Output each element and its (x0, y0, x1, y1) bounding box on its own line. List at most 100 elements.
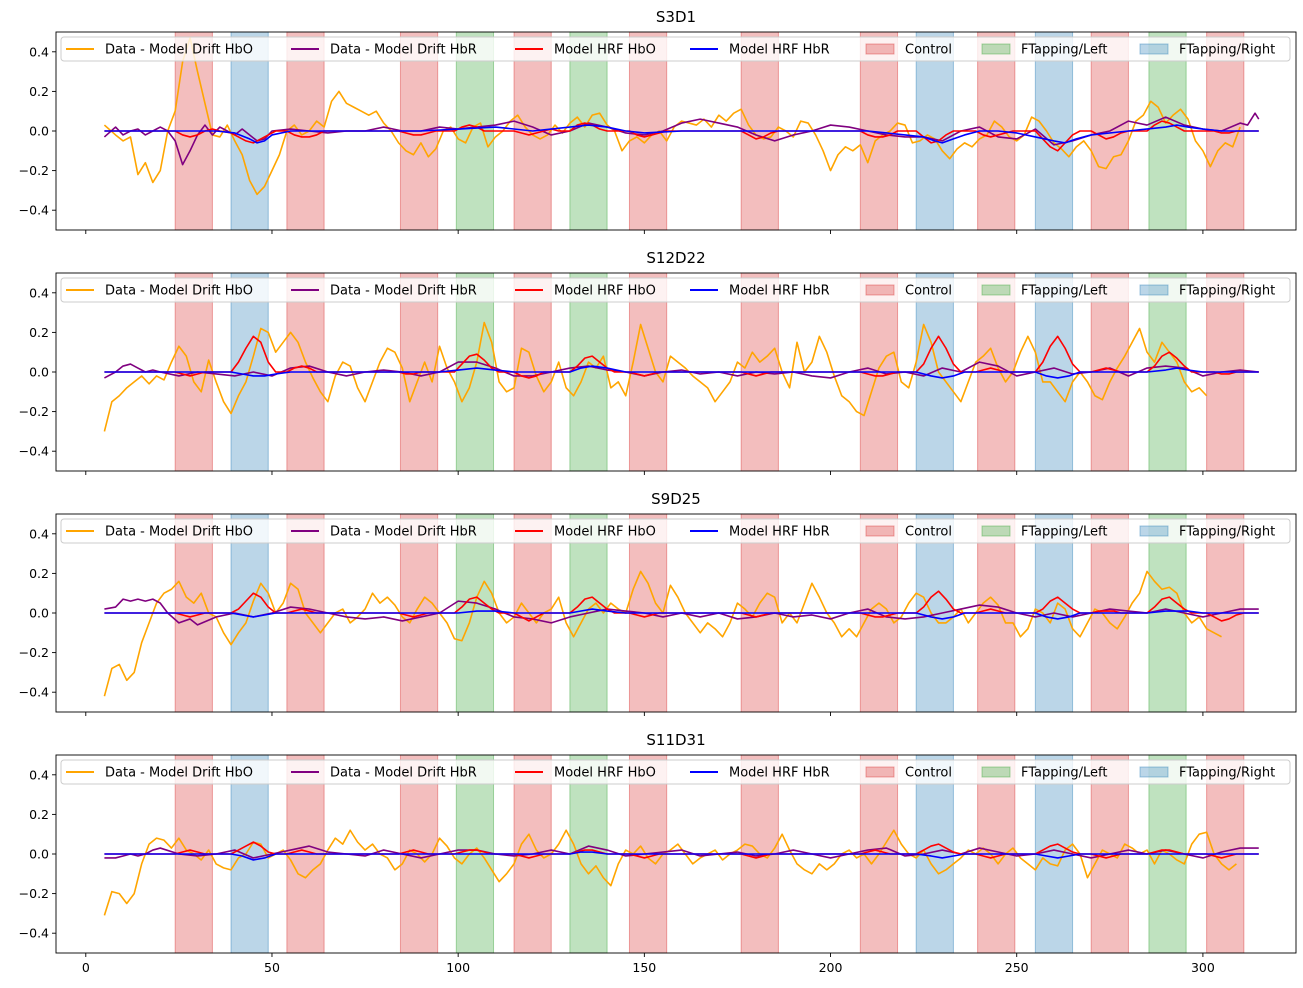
legend-patch-handle (981, 525, 1011, 537)
series-line-data-model-drift-hbr (103, 112, 1260, 166)
legend-label: Data - Model Drift HbR (330, 525, 477, 540)
legend-label: FTapping/Left (1021, 284, 1107, 299)
legend-label: FTapping/Left (1021, 43, 1107, 58)
event-spans (174, 754, 1245, 954)
legend-box (60, 277, 1291, 303)
event-span-ftapping-left-6 (569, 754, 608, 954)
legend-label: FTapping/Right (1179, 525, 1275, 540)
series-line-data-model-drift-hbr (104, 598, 1259, 626)
legend-label: Data - Model Drift HbR (330, 766, 477, 781)
y-tick-label: 0.4 (29, 767, 49, 782)
legend-label: FTapping/Right (1179, 43, 1275, 58)
legend-label: Data - Model Drift HbO (105, 525, 253, 540)
subplot-title: S12D22 (646, 249, 705, 267)
legend-label: FTapping/Left (1021, 525, 1107, 540)
legend-patch-handle (865, 766, 895, 778)
x-tick-label: 0 (82, 960, 90, 975)
legend-label: Data - Model Drift HbR (330, 43, 477, 58)
y-tick-label: −0.2 (19, 163, 49, 178)
legend: Data - Model Drift HbO Data - Model Drift… (60, 759, 1291, 785)
event-span-ftapping-left-6 (569, 272, 608, 472)
legend-label: FTapping/Right (1179, 284, 1275, 299)
legend-label: Data - Model Drift HbO (105, 284, 253, 299)
y-tick-label: 0.0 (29, 124, 49, 139)
event-span-ftapping-left-4 (455, 272, 495, 472)
y-tick-label: 0.4 (29, 44, 49, 59)
event-span-ftapping-left-6 (569, 31, 608, 231)
legend-label: FTapping/Right (1179, 766, 1275, 781)
legend-patch-handle (865, 284, 895, 296)
series-line-model-hrf-hbr (104, 124, 1259, 144)
x-tick-label: 100 (446, 960, 470, 975)
series-line-model-hrf-hbr (104, 608, 1259, 620)
legend-patch-handle (981, 43, 1011, 55)
event-span-ftapping-right-12 (1034, 31, 1074, 231)
y-tick-label: 0.4 (29, 526, 49, 541)
legend: Data - Model Drift HbO Data - Model Drift… (60, 277, 1291, 303)
legend-label: Data - Model Drift HbO (105, 43, 253, 58)
legend-patch-handle (1139, 766, 1169, 778)
legend-box (60, 759, 1291, 785)
series-lines (103, 37, 1260, 196)
legend-label: Control (905, 43, 952, 58)
y-tick-label: 0.0 (29, 365, 49, 380)
event-span-ftapping-right-1 (230, 754, 269, 954)
y-tick-label: −0.4 (19, 203, 49, 218)
series-line-data-model-drift-hbo (103, 829, 1237, 916)
subplot-S3D1: S3D1 −0.4 −0.2 0.0 0.2 0.4 Data - Model Drift … (19, 8, 1297, 234)
legend: Data - Model Drift HbO Data - Model Drift… (60, 518, 1291, 544)
legend: Data - Model Drift HbO Data - Model Drift… (60, 36, 1291, 62)
y-tick-label: −0.2 (19, 645, 49, 660)
y-tick-label: −0.2 (19, 404, 49, 419)
legend-patch-handle (1139, 43, 1169, 55)
legend-patch-handle (865, 43, 895, 55)
subplot-title: S9D25 (651, 490, 701, 508)
subplot-title: S11D31 (646, 731, 705, 749)
legend-label: Data - Model Drift HbO (105, 766, 253, 781)
legend-label: Data - Model Drift HbR (330, 284, 477, 299)
legend-box (60, 518, 1291, 544)
series-lines (103, 829, 1259, 916)
event-span-ftapping-right-10 (915, 31, 954, 231)
y-tick-label: −0.4 (19, 926, 49, 941)
legend-label: Model HRF HbO (554, 284, 656, 299)
series-line-model-hrf-hbr (104, 365, 1259, 379)
legend-label: Model HRF HbR (729, 525, 830, 540)
legend-label: Model HRF HbR (729, 284, 830, 299)
series-line-model-hrf-hbr (104, 851, 1259, 861)
y-tick-label: 0.0 (29, 606, 49, 621)
event-span-ftapping-left-14 (1148, 31, 1187, 231)
x-tick-label: 50 (264, 960, 280, 975)
x-tick-label: 200 (819, 960, 843, 975)
y-tick-label: −0.2 (19, 886, 49, 901)
legend-label: Model HRF HbR (729, 766, 830, 781)
subplot-S11D31: S11D31 −0.4 −0.2 0.0 0.2 0.4 0 50 100 150 200 250 30… (19, 731, 1297, 975)
legend-label: Control (905, 284, 952, 299)
x-tick-label: 300 (1191, 960, 1215, 975)
x-tick-label: 150 (632, 960, 656, 975)
y-tick-label: −0.4 (19, 444, 49, 459)
y-tick-label: 0.0 (29, 847, 49, 862)
y-tick-label: 0.2 (29, 807, 49, 822)
y-tick-label: −0.4 (19, 685, 49, 700)
subplot-title: S3D1 (656, 8, 696, 26)
event-span-ftapping-right-10 (915, 513, 954, 713)
legend-label: Control (905, 766, 952, 781)
y-tick-label: 0.2 (29, 325, 49, 340)
event-span-ftapping-right-12 (1034, 754, 1074, 954)
series-lines (103, 570, 1259, 697)
y-tick-label: 0.4 (29, 285, 49, 300)
legend-label: Model HRF HbR (729, 43, 830, 58)
legend-label: Control (905, 525, 952, 540)
legend-patch-handle (865, 525, 895, 537)
legend-patch-handle (1139, 284, 1169, 296)
legend-label: Model HRF HbO (554, 766, 656, 781)
legend-label: Model HRF HbO (554, 525, 656, 540)
y-tick-label: 0.2 (29, 84, 49, 99)
event-span-ftapping-right-1 (230, 31, 269, 231)
y-tick-label: 0.2 (29, 566, 49, 581)
series-lines (103, 321, 1259, 432)
legend-label: FTapping/Left (1021, 766, 1107, 781)
x-tick-label: 250 (1005, 960, 1029, 975)
